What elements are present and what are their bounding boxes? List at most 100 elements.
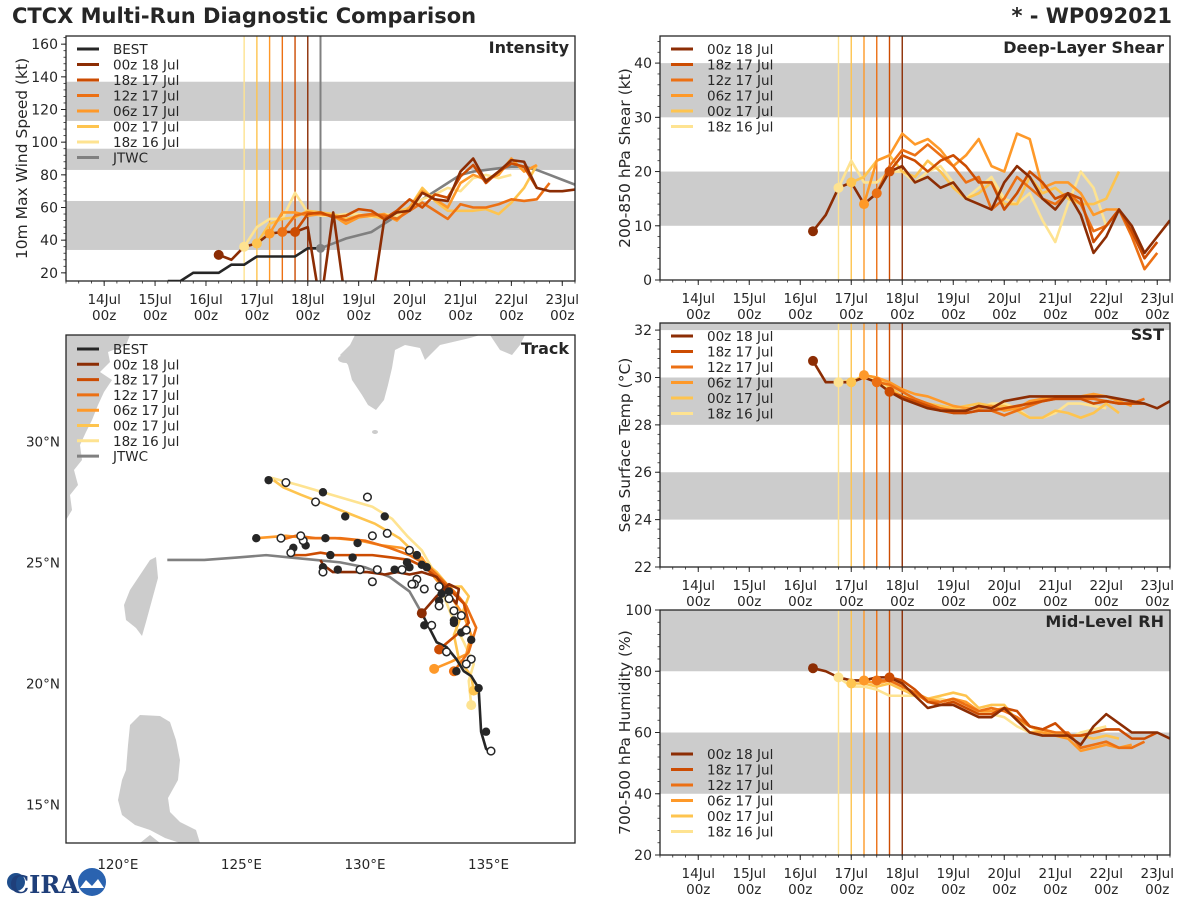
x-tick-label: 00z <box>1094 882 1118 898</box>
x-tick-label: 00z <box>347 308 371 324</box>
x-tick-label: 18Jul <box>291 292 324 308</box>
x-tick-label: 00z <box>788 882 812 898</box>
x-tick-label: 00z <box>397 308 421 324</box>
position-marker-open <box>286 548 296 558</box>
lat-tick-label: 15°N <box>26 797 60 813</box>
land-islands <box>140 835 160 843</box>
y-tick-label: 80 <box>634 664 652 680</box>
lon-tick-label: 125°E <box>221 857 262 873</box>
series-init-marker <box>884 386 895 397</box>
series-init-marker <box>833 672 844 683</box>
land-luzon <box>118 715 200 843</box>
x-tick-label: 21Jul <box>1039 578 1072 594</box>
series-init-marker <box>846 177 857 188</box>
land-taiwan <box>124 557 158 636</box>
legend-label: 12z 17 Jul <box>113 388 179 404</box>
x-tick-label: 20Jul <box>988 578 1021 594</box>
forecast-start-marker <box>429 663 440 674</box>
x-tick-label: 00z <box>686 594 710 610</box>
panel-title: Intensity <box>489 38 570 57</box>
x-tick-label: 00z <box>839 307 863 323</box>
series-line <box>862 132 1119 217</box>
x-tick-label: 21Jul <box>444 292 477 308</box>
y-tick-label: 100 <box>625 603 652 619</box>
land-shikoku <box>490 335 525 355</box>
x-tick-label: 15Jul <box>733 866 766 882</box>
x-tick-label: 20Jul <box>988 291 1021 307</box>
x-tick-label: 00z <box>839 882 863 898</box>
series-line <box>889 390 1145 415</box>
panel-shear: 01020304014Jul00z15Jul00z16Jul00z17Jul00… <box>616 35 1174 323</box>
position-marker-filled <box>390 565 399 574</box>
x-tick-label: 17Jul <box>835 578 868 594</box>
panel-title: SST <box>1131 325 1164 344</box>
x-tick-label: 20Jul <box>988 866 1021 882</box>
threshold-band <box>660 472 1170 520</box>
x-tick-label: 16Jul <box>784 866 817 882</box>
x-tick-label: 17Jul <box>240 292 273 308</box>
y-tick-label: 32 <box>634 323 652 339</box>
legend-label: 18z 17 Jul <box>113 73 179 89</box>
position-marker-filled <box>467 635 476 644</box>
position-marker-open <box>355 565 365 575</box>
x-tick-label: 00z <box>245 308 269 324</box>
series-init-marker <box>251 238 262 249</box>
x-tick-label: 00z <box>194 308 218 324</box>
series-init-marker <box>859 199 869 210</box>
legend-label: 12z 17 Jul <box>707 73 773 89</box>
series-init-marker <box>884 166 895 177</box>
panel-sst: 22242628303214Jul00z15Jul00z16Jul00z17Ju… <box>616 322 1174 610</box>
legend-label: 00z 17 Jul <box>113 120 179 136</box>
map-area <box>66 335 525 843</box>
x-tick-label: 22Jul <box>1090 866 1123 882</box>
x-tick-label: 00z <box>1145 307 1169 323</box>
lat-tick-label: 25°N <box>26 555 60 571</box>
legend-label: 06z 17 Jul <box>113 104 179 120</box>
series-init-marker <box>833 182 844 193</box>
y-tick-label: 0 <box>643 273 652 289</box>
x-tick-label: 00z <box>92 308 116 324</box>
x-tick-label: 14Jul <box>87 292 120 308</box>
x-tick-label: 19Jul <box>937 291 970 307</box>
x-tick-label: 00z <box>737 594 761 610</box>
series-init-marker <box>859 370 869 381</box>
series-init-marker <box>290 227 301 237</box>
series-line <box>889 676 1158 740</box>
series-init-marker <box>213 249 224 260</box>
legend-label: JTWC <box>112 151 148 167</box>
position-marker-filled <box>318 488 328 497</box>
x-tick-label: 16Jul <box>784 291 817 307</box>
x-tick-label: 00z <box>890 882 914 898</box>
cira-logo: CIRA <box>7 868 106 898</box>
legend-label: 18z 16 Jul <box>707 407 773 423</box>
panel-title: Track <box>521 339 569 358</box>
x-tick-label: 21Jul <box>1039 866 1072 882</box>
y-tick-label: 40 <box>634 56 652 72</box>
legend-label: 18z 17 Jul <box>707 58 773 74</box>
legend-label: 06z 17 Jul <box>707 794 773 810</box>
series-init-marker <box>871 188 882 199</box>
y-axis-label: Sea Surface Temp (°C) <box>616 358 634 533</box>
legend-label: 00z 18 Jul <box>113 58 179 74</box>
position-marker-filled <box>481 727 491 736</box>
y-tick-label: 28 <box>634 418 652 434</box>
position-marker-filled <box>326 550 335 560</box>
series-init-marker <box>871 377 882 388</box>
land-island <box>338 355 354 363</box>
y-tick-label: 40 <box>634 787 652 803</box>
position-marker-filled <box>264 475 273 485</box>
lat-tick-label: 20°N <box>26 676 60 692</box>
x-tick-label: 00z <box>1043 594 1067 610</box>
y-tick-label: 24 <box>634 513 652 529</box>
lon-tick-label: 135°E <box>468 857 509 873</box>
position-marker-filled <box>333 565 342 574</box>
y-tick-label: 10 <box>634 219 652 235</box>
legend-label: JTWC <box>112 449 148 465</box>
x-tick-label: 00z <box>941 594 965 610</box>
legend-label: BEST <box>113 342 148 358</box>
y-tick-label: 40 <box>40 233 58 249</box>
